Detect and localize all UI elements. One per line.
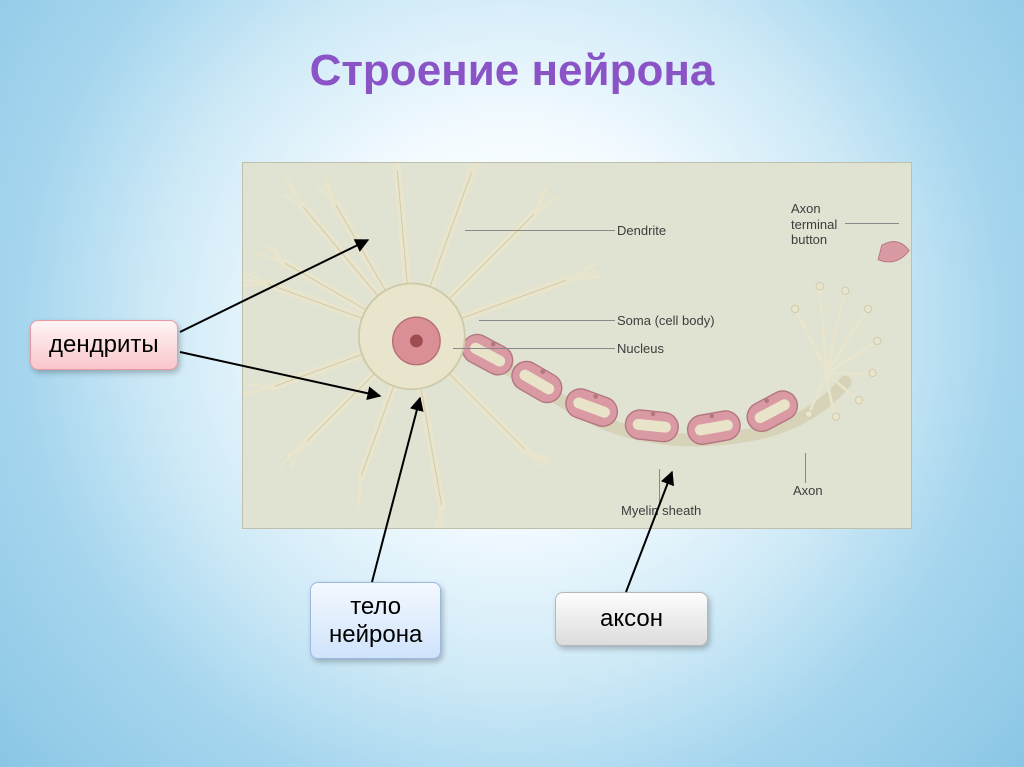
label-en-terminal: Axon terminal button bbox=[791, 201, 837, 248]
label-en-soma: Soma (cell body) bbox=[617, 313, 715, 328]
neuron-figure: Dendrite Soma (cell body) Nucleus Myelin… bbox=[242, 162, 912, 529]
label-en-myelin: Myelin sheath bbox=[621, 503, 701, 518]
leader-nucleus bbox=[453, 348, 615, 349]
label-en-nucleus: Nucleus bbox=[617, 341, 664, 356]
leader-terminal bbox=[845, 223, 899, 224]
label-ru-cellbody: тело нейрона bbox=[310, 582, 441, 659]
label-en-axon: Axon bbox=[793, 483, 823, 498]
slide-title: Строение нейрона bbox=[0, 46, 1024, 96]
leader-dendrite bbox=[465, 230, 615, 231]
leader-myelin bbox=[659, 469, 660, 503]
leader-soma bbox=[479, 320, 615, 321]
label-ru-axon: аксон bbox=[555, 592, 708, 646]
label-en-dendrite: Dendrite bbox=[617, 223, 666, 238]
slide-stage: Строение нейрона Dendrite Soma (cell bod… bbox=[0, 0, 1024, 767]
label-ru-dendrites: дендриты bbox=[30, 320, 178, 370]
leader-axon bbox=[805, 453, 806, 483]
